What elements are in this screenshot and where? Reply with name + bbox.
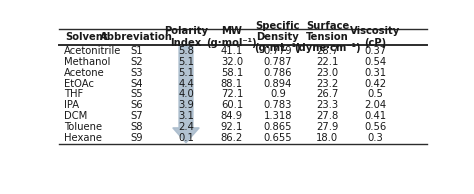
Text: S3: S3 <box>130 68 143 78</box>
Text: 72.1: 72.1 <box>221 89 243 100</box>
Text: 18.0: 18.0 <box>316 133 338 143</box>
Text: 0.41: 0.41 <box>364 111 386 121</box>
Text: EtOAc: EtOAc <box>64 79 94 88</box>
Text: 0.783: 0.783 <box>264 100 292 110</box>
Text: MW
(g·mol⁻¹): MW (g·mol⁻¹) <box>207 26 257 48</box>
Text: 1.318: 1.318 <box>264 111 292 121</box>
Text: 0.31: 0.31 <box>364 68 386 78</box>
Text: 23.2: 23.2 <box>316 79 338 88</box>
Text: 27.8: 27.8 <box>316 111 338 121</box>
Text: 41.1: 41.1 <box>221 46 243 56</box>
Text: IPA: IPA <box>64 100 79 110</box>
Text: 27.9: 27.9 <box>316 122 338 132</box>
Text: S9: S9 <box>130 133 143 143</box>
Text: 2.04: 2.04 <box>364 100 386 110</box>
Text: 84.9: 84.9 <box>221 111 243 121</box>
Text: 0.787: 0.787 <box>264 57 292 67</box>
Text: 0.894: 0.894 <box>264 79 292 88</box>
Text: 0.5: 0.5 <box>367 89 383 100</box>
Text: 4.4: 4.4 <box>178 79 194 88</box>
Text: 26.7: 26.7 <box>316 89 338 100</box>
Text: 0.9: 0.9 <box>270 89 286 100</box>
Text: S1: S1 <box>130 46 143 56</box>
Text: 32.0: 32.0 <box>221 57 243 67</box>
Text: Acetone: Acetone <box>64 68 104 78</box>
Text: 0.1: 0.1 <box>178 133 194 143</box>
Text: Toluene: Toluene <box>64 122 102 132</box>
Text: Surface
Tension
(dyne·cm⁻¹): Surface Tension (dyne·cm⁻¹) <box>294 21 361 53</box>
Text: 3.9: 3.9 <box>178 100 194 110</box>
Text: Abbreviation: Abbreviation <box>100 32 173 42</box>
Text: Specific
Density
(g·mL⁻¹): Specific Density (g·mL⁻¹) <box>255 21 301 53</box>
Text: S8: S8 <box>130 122 143 132</box>
Text: 0.37: 0.37 <box>364 46 386 56</box>
Text: 0.56: 0.56 <box>364 122 386 132</box>
Text: 0.655: 0.655 <box>264 133 292 143</box>
Text: DCM: DCM <box>64 111 87 121</box>
Text: Hexane: Hexane <box>64 133 101 143</box>
Text: 60.1: 60.1 <box>221 100 243 110</box>
Text: S6: S6 <box>130 100 143 110</box>
Text: 5.1: 5.1 <box>178 68 194 78</box>
Text: 22.1: 22.1 <box>316 57 338 67</box>
Text: 2.4: 2.4 <box>178 122 194 132</box>
Text: 3.1: 3.1 <box>178 111 194 121</box>
Text: 4.0: 4.0 <box>178 89 194 100</box>
Text: Solvent: Solvent <box>65 32 108 42</box>
Text: 92.1: 92.1 <box>221 122 243 132</box>
Text: Acetonitrile: Acetonitrile <box>64 46 121 56</box>
Text: 28.7: 28.7 <box>316 46 338 56</box>
Text: 88.1: 88.1 <box>221 79 243 88</box>
Text: 0.779: 0.779 <box>264 46 292 56</box>
Text: S7: S7 <box>130 111 143 121</box>
Text: S4: S4 <box>130 79 143 88</box>
Text: 0.54: 0.54 <box>364 57 386 67</box>
Text: 0.3: 0.3 <box>367 133 383 143</box>
Text: Viscosity
(cP): Viscosity (cP) <box>350 26 401 48</box>
Text: 5.1: 5.1 <box>178 57 194 67</box>
Text: 0.42: 0.42 <box>364 79 386 88</box>
Text: 0.786: 0.786 <box>264 68 292 78</box>
Text: 0.865: 0.865 <box>264 122 292 132</box>
Text: S5: S5 <box>130 89 143 100</box>
Polygon shape <box>173 47 199 143</box>
Text: 86.2: 86.2 <box>221 133 243 143</box>
Text: 23.0: 23.0 <box>316 68 338 78</box>
Text: Polarity
Index: Polarity Index <box>164 26 208 48</box>
Text: THF: THF <box>64 89 83 100</box>
Text: 58.1: 58.1 <box>221 68 243 78</box>
Text: S2: S2 <box>130 57 143 67</box>
Text: 5.8: 5.8 <box>178 46 194 56</box>
Text: Methanol: Methanol <box>64 57 110 67</box>
Text: 23.3: 23.3 <box>316 100 338 110</box>
